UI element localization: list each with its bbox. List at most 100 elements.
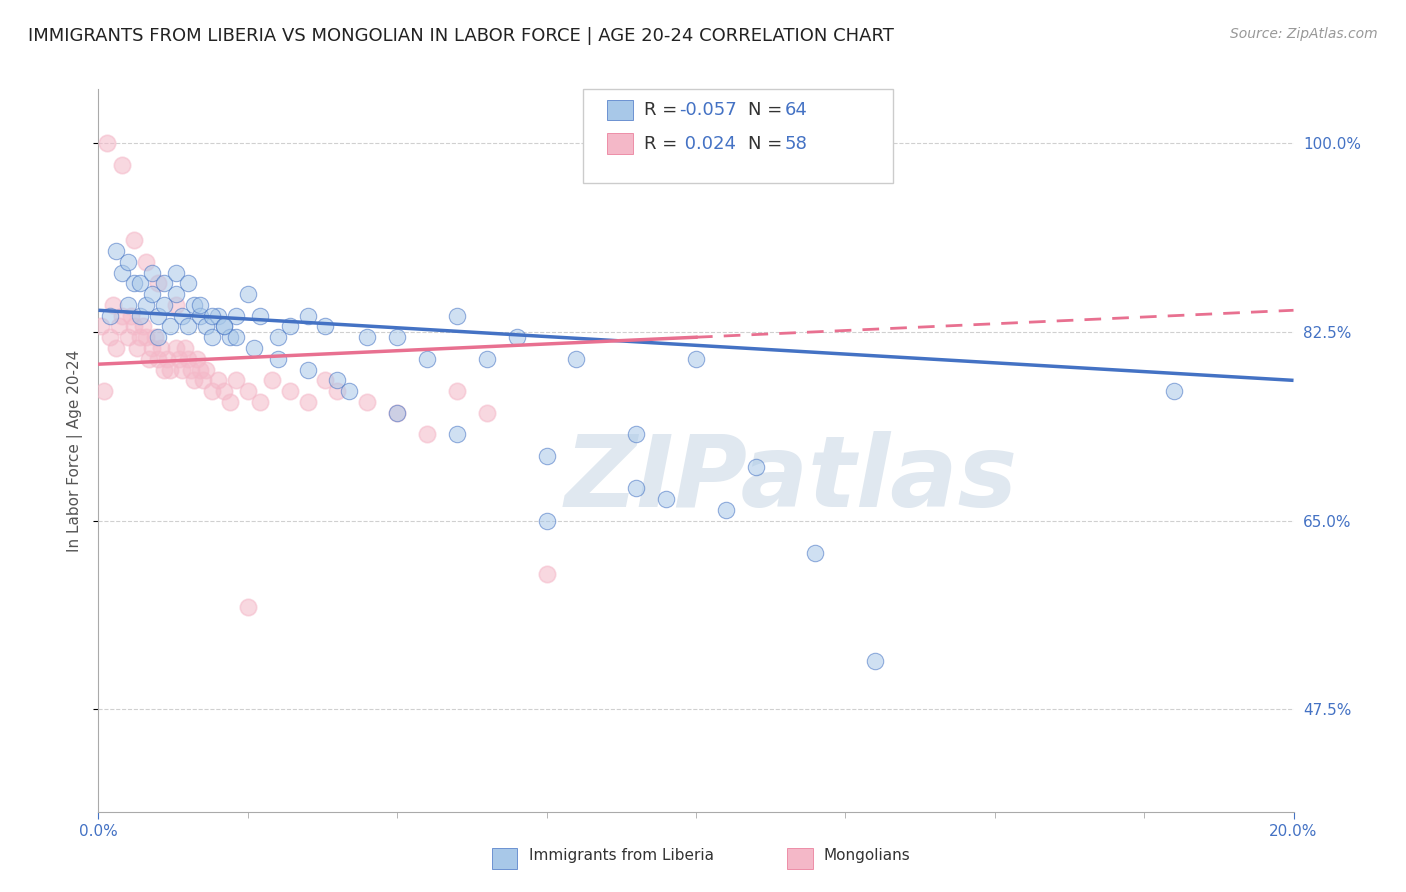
- Point: [183, 373, 205, 387]
- Text: N =: N =: [748, 101, 787, 119]
- Point: [148, 277, 170, 291]
- Point: [385, 330, 409, 344]
- Point: [165, 266, 187, 280]
- Point: [159, 319, 181, 334]
- Point: [626, 481, 648, 495]
- Point: [138, 351, 160, 366]
- Point: [297, 362, 319, 376]
- Point: [297, 309, 319, 323]
- Point: [98, 330, 122, 344]
- Point: [129, 309, 152, 323]
- Point: [745, 459, 768, 474]
- Point: [315, 373, 337, 387]
- Point: [177, 351, 200, 366]
- Point: [124, 233, 146, 247]
- Point: [98, 309, 122, 323]
- Point: [105, 244, 128, 258]
- Point: [260, 373, 283, 387]
- Point: [225, 373, 247, 387]
- Point: [685, 351, 707, 366]
- Point: [103, 298, 125, 312]
- Point: [804, 546, 827, 560]
- Point: [127, 341, 149, 355]
- Point: [191, 373, 214, 387]
- Point: [1163, 384, 1185, 399]
- Text: N =: N =: [748, 135, 787, 153]
- Point: [93, 384, 115, 399]
- Text: 58: 58: [785, 135, 807, 153]
- Point: [117, 254, 139, 268]
- Point: [183, 298, 205, 312]
- Point: [626, 427, 648, 442]
- Point: [356, 395, 378, 409]
- Point: [225, 330, 247, 344]
- Point: [143, 330, 166, 344]
- Point: [135, 298, 157, 312]
- Point: [536, 449, 558, 463]
- Point: [108, 319, 131, 334]
- Point: [135, 254, 157, 268]
- Point: [207, 309, 229, 323]
- Point: [124, 277, 146, 291]
- Point: [150, 341, 173, 355]
- Point: [105, 341, 128, 355]
- Point: [156, 351, 179, 366]
- Point: [416, 427, 439, 442]
- Point: [188, 298, 211, 312]
- Text: R =: R =: [644, 135, 683, 153]
- Point: [195, 319, 218, 334]
- Point: [475, 351, 498, 366]
- Point: [174, 341, 197, 355]
- Point: [172, 362, 194, 376]
- Point: [536, 514, 558, 528]
- Point: [326, 373, 349, 387]
- Point: [236, 599, 259, 614]
- Point: [117, 330, 139, 344]
- Point: [153, 298, 176, 312]
- Text: 0.024: 0.024: [679, 135, 737, 153]
- Point: [188, 362, 211, 376]
- Point: [141, 287, 163, 301]
- Point: [153, 362, 176, 376]
- Text: IMMIGRANTS FROM LIBERIA VS MONGOLIAN IN LABOR FORCE | AGE 20-24 CORRELATION CHAR: IMMIGRANTS FROM LIBERIA VS MONGOLIAN IN …: [28, 27, 894, 45]
- Point: [165, 298, 187, 312]
- Point: [297, 395, 319, 409]
- Point: [212, 319, 235, 334]
- Point: [385, 406, 409, 420]
- Point: [267, 330, 290, 344]
- Point: [148, 330, 170, 344]
- Point: [159, 362, 181, 376]
- Point: [315, 319, 337, 334]
- Point: [278, 384, 301, 399]
- Point: [90, 319, 112, 334]
- Point: [120, 309, 142, 323]
- Point: [249, 309, 271, 323]
- Point: [188, 309, 211, 323]
- Point: [243, 341, 266, 355]
- Point: [865, 654, 887, 668]
- Text: 64: 64: [785, 101, 807, 119]
- Point: [416, 351, 439, 366]
- Point: [129, 330, 152, 344]
- Point: [172, 309, 194, 323]
- Text: Immigrants from Liberia: Immigrants from Liberia: [529, 848, 714, 863]
- Point: [219, 395, 242, 409]
- Point: [135, 330, 157, 344]
- Point: [165, 287, 187, 301]
- Point: [153, 277, 176, 291]
- Point: [506, 330, 529, 344]
- Y-axis label: In Labor Force | Age 20-24: In Labor Force | Age 20-24: [67, 350, 83, 551]
- Point: [165, 341, 187, 355]
- Point: [249, 395, 271, 409]
- Point: [132, 319, 155, 334]
- Point: [141, 341, 163, 355]
- Point: [124, 319, 146, 334]
- Point: [655, 491, 678, 506]
- Point: [278, 319, 301, 334]
- Point: [111, 158, 134, 172]
- Point: [475, 406, 498, 420]
- Point: [446, 384, 468, 399]
- Point: [565, 351, 588, 366]
- Point: [177, 277, 200, 291]
- Point: [212, 384, 235, 399]
